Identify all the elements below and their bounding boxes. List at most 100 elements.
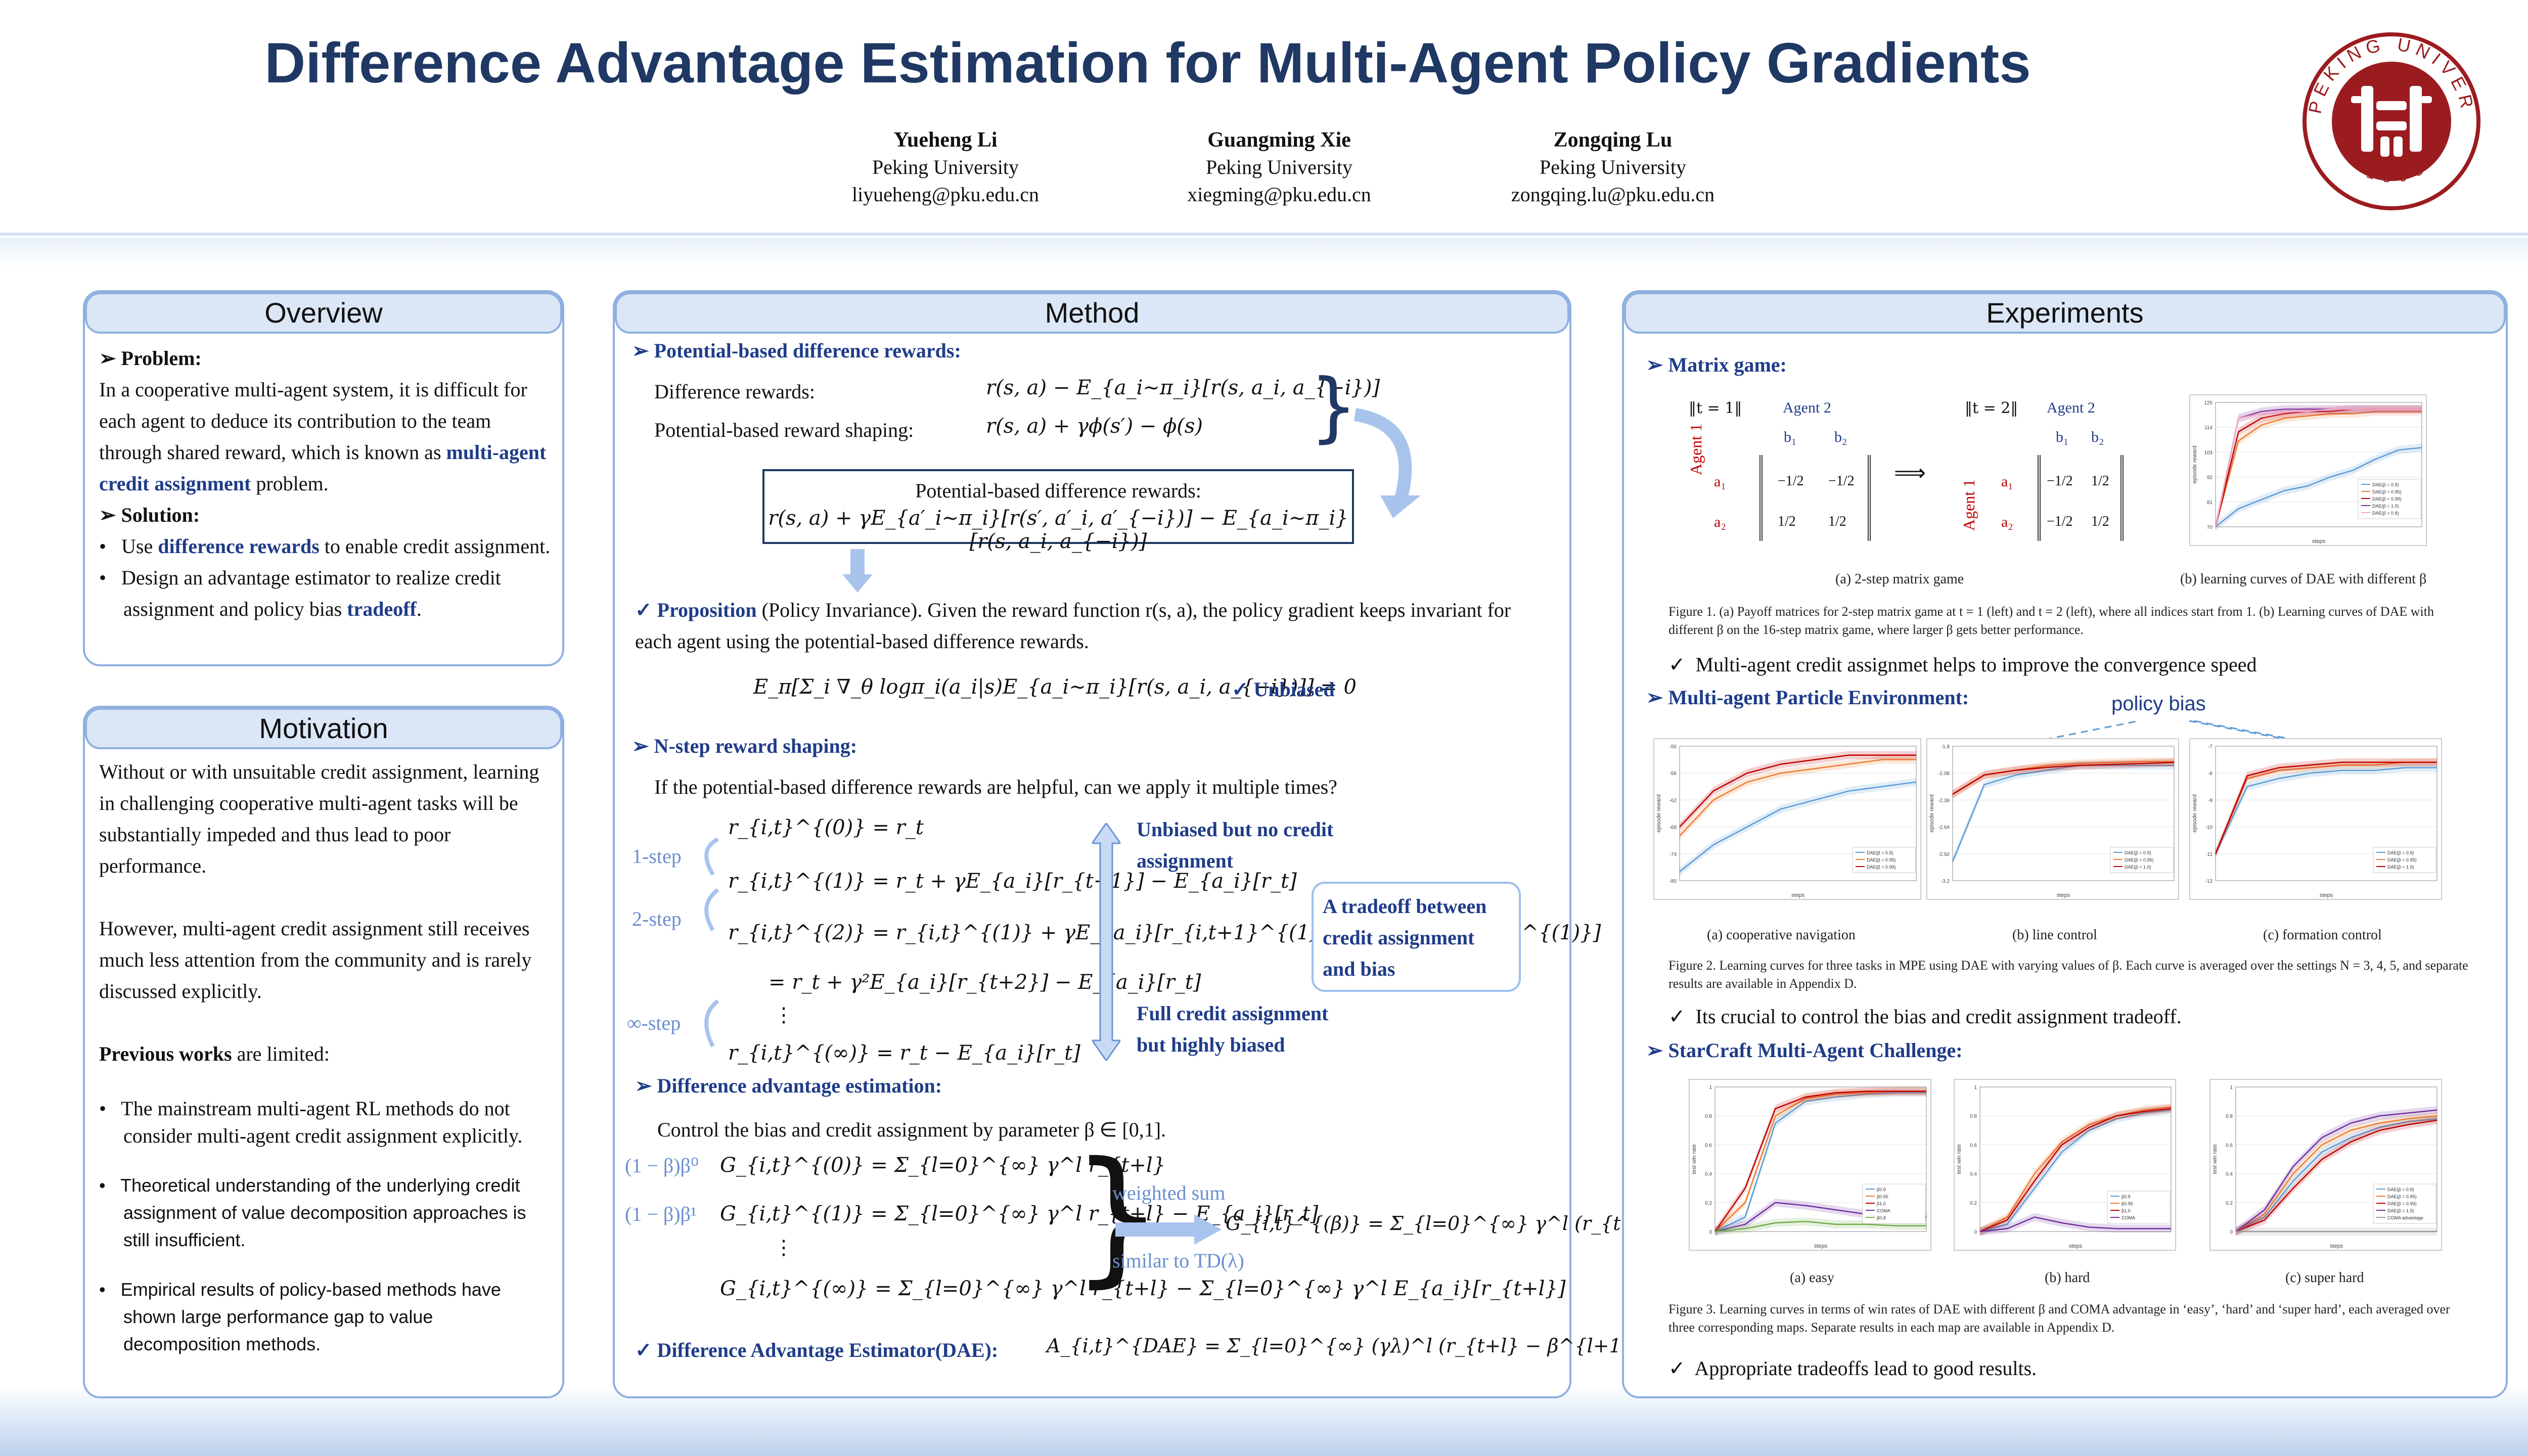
series-line (1979, 1216, 2171, 1233)
y-tick-label: 1 (2230, 1085, 2233, 1090)
poster-title: Difference Advantage Estimation for Mult… (264, 31, 2031, 95)
section-title: Potential-based difference rewards (654, 339, 955, 362)
legend-label: DAE(β = 0.9) (2372, 482, 2399, 487)
series-line (2215, 447, 2422, 527)
section-title: StarCraft Multi-Agent Challenge: (1668, 1039, 1963, 1062)
control-text: Control the bias and credit assignment b… (657, 1118, 1166, 1141)
y-tick-label: 0 (1709, 1230, 1712, 1235)
author-email[interactable]: liyueheng@pku.edu.cn (851, 183, 1040, 206)
y-axis-label: episode reward (2192, 794, 2198, 832)
problem-label: Problem: (121, 347, 202, 370)
solution-label: Solution: (121, 504, 200, 526)
figure-1-caption: Figure 1. (a) Payoff matrices for 2-step… (1668, 604, 2434, 637)
matrix-cell: −1/2 (1778, 473, 1804, 489)
author-name: Zongqing Lu (1553, 128, 1673, 152)
section-title: Matrix game: (1668, 353, 1787, 376)
motivation-bullet-1: • The mainstream multi-agent RL methods … (99, 1097, 523, 1147)
curved-arrow-icon (1353, 408, 1421, 518)
brace-2-icon: } (1071, 1131, 1164, 1301)
vdots: ⋮ (774, 1004, 794, 1026)
matrix-cell: 1/2 (1828, 514, 1846, 529)
y-tick-label: 0 (2230, 1230, 2233, 1235)
x-axis-label: steps (2069, 1243, 2083, 1249)
matrix-agent1: Agent 1 (1687, 423, 1705, 475)
tradeoff-box: A tradeoff between credit assignment and… (1312, 882, 1521, 992)
legend-label: DAE(β = 0.9) (1867, 850, 1893, 855)
legend-label: COMA (2121, 1215, 2135, 1220)
matrix-cell: 1/2 (2091, 473, 2109, 489)
series-band (1953, 758, 2174, 798)
matrix-caption-b: (b) learning curves of DAE with differen… (2180, 571, 2427, 587)
bottom-note: Full credit assignment but highly biased (1137, 1002, 1329, 1056)
plot-frame (1979, 1086, 2172, 1232)
legend-label: β0.9 (2121, 1194, 2131, 1199)
series-line (2235, 1115, 2437, 1233)
pbrs-eq: r(s, a) + γϕ(s′) − ϕ(s) (986, 415, 1203, 438)
proposition-text: (Policy Invariance). Given the reward fu… (635, 599, 1511, 653)
weight-1: (1 − β)β¹ (625, 1203, 697, 1225)
legend-label: DAE(β = 0.9) (2387, 1187, 2414, 1192)
diff-rewards-eq: r(s, a) − E_{a_i∼π_i}[r(s, a_i, a_{−i})] (986, 376, 1380, 399)
smac-caption-c: (c) super hard (2285, 1270, 2364, 1286)
legend-label: β0.9 (1877, 1187, 1886, 1192)
author-email[interactable]: zongqing.lu@pku.edu.cn (1511, 183, 1715, 206)
previous-works-label: Previous works (99, 1042, 232, 1065)
g0-eq: G_{i,t}^{(0)} = Σ_{l=0}^{∞} γ^l r_{t+l} (720, 1154, 1166, 1177)
legend-label: DAE(β = 0.9) (2387, 850, 2414, 855)
implies-icon: ⟹ (1894, 461, 1926, 485)
matrix-1: −1/2 −1/2 1/2 1/2 (1759, 455, 1871, 541)
y-axis-label: test win rate (1691, 1144, 1697, 1174)
right-arrow-icon (1115, 1214, 1222, 1245)
matrix-b1b: b₁ (2056, 429, 2069, 445)
legend-label: β0.8 (1877, 1215, 1886, 1220)
legend-label: β1.0 (1877, 1201, 1886, 1206)
down-arrow-icon (842, 549, 873, 593)
legend-label: DAE(β = 0.95) (2125, 857, 2153, 862)
university-logo: PEKING UNIVERSITY 1898 (2300, 30, 2480, 210)
legend-label: DAE(β = 0.99) (2372, 496, 2401, 502)
series-line (2215, 761, 2437, 854)
y-tick-label: 0.4 (2226, 1172, 2233, 1177)
matrix-b2b: b₂ (2091, 429, 2104, 445)
author-email[interactable]: xiegming@pku.edu.cn (1187, 183, 1371, 206)
y-tick-label: 0.2 (1705, 1201, 1712, 1206)
section-mpe: ➢ Multi-agent Particle Environment: (1646, 686, 1969, 709)
matrix-cell: −1/2 (2047, 514, 2073, 529)
smac-caption-b: (b) hard (2045, 1270, 2090, 1286)
y-tick-label: -74 (1669, 852, 1677, 857)
overview-body: ➢ Problem: In a cooperative multi-agent … (99, 347, 551, 620)
legend-label: DAE(β = 1.0) (2125, 864, 2151, 870)
dae-line: ✓ Difference Advantage Estimator(DAE): (635, 1339, 999, 1361)
series-line (1679, 754, 1916, 828)
plot-frame (2215, 402, 2422, 527)
matrix-a2b: a₂ (2001, 514, 2013, 530)
matrix-cell: 1/2 (2091, 514, 2109, 529)
legend-label: DAE(β = 0.95) (2387, 1194, 2416, 1199)
y-tick-label: -50 (1669, 744, 1677, 750)
y-axis-label: test win rate (1956, 1144, 1962, 1174)
y-tick-label: 81 (2207, 500, 2213, 506)
y-tick-label: 0.6 (2226, 1143, 2233, 1148)
matrix-b1: b₁ (1784, 429, 1797, 445)
section-matrix-game: ➢ Matrix game: (1646, 353, 1787, 376)
section-nstep: ➢ N-step reward shaping: (632, 735, 857, 757)
dae-label: Difference Advantage Estimator(DAE): (657, 1339, 999, 1361)
proposition: ✓ Proposition (Policy Invariance). Given… (635, 599, 1511, 653)
y-tick-label: -1.8 (1941, 744, 1950, 750)
mpe-caption-b: (b) line control (2012, 927, 2097, 943)
y-tick-label: 114 (2204, 425, 2213, 431)
proposition-eq: E_π[Σ_i ∇_θ logπ_i(a_i|s)E_{a_i∼π_i}[r(s… (753, 675, 1357, 699)
section-dae: ➢ Difference advantage estimation: (635, 1074, 942, 1097)
x-axis-label: steps (1814, 1243, 1828, 1249)
pbdr-box-title: Potential-based difference rewards: (915, 479, 1201, 502)
nstep-r0: r_{i,t}^{(0)} = r_t (728, 816, 924, 839)
matrix-t1: ‖t = 1‖ (1689, 399, 1742, 417)
step2-label: 2-step (632, 907, 682, 930)
x-axis-label: steps (1791, 892, 1805, 898)
y-axis-label: episode reward (1929, 794, 1935, 832)
conclusion-2: ✓ Its crucial to control the bias and cr… (1668, 1005, 2182, 1028)
y-tick-label: 0.4 (1970, 1172, 1977, 1177)
proposition-label: Proposition (657, 599, 757, 621)
author-1: Yueheng Li Peking University liyueheng@p… (804, 126, 1087, 208)
section-potential-based: ➢ Potential-based difference rewards: (632, 339, 961, 362)
